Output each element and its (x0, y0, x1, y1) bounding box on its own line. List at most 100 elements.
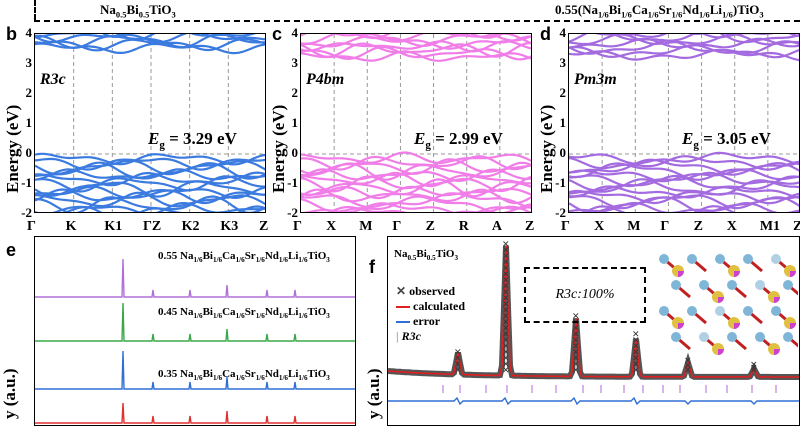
observed-marker: ✕ (454, 353, 462, 363)
band-curve (35, 157, 265, 171)
band-curve (583, 205, 736, 212)
space-group-label: R3c (40, 71, 66, 88)
k-point-label: Z (425, 219, 435, 234)
k-point-label: Γ (561, 219, 570, 234)
observed-marker: ✕ (750, 362, 758, 372)
legend-r3c: | R3c (396, 329, 421, 343)
a-site-atom-part (718, 349, 724, 355)
panel-e-plot (34, 236, 356, 426)
panel-e-ylabel: y (a.u.) (0, 368, 19, 419)
ti-atom (783, 332, 793, 342)
k-point-label: X (326, 219, 337, 234)
k-point-label: K (65, 219, 77, 234)
band-curve (569, 168, 799, 183)
band-curve (301, 192, 531, 209)
observed-marker: ✕ (502, 341, 510, 351)
gap-value: = 3.05 eV (703, 129, 771, 148)
y-tick-label: -1 (555, 175, 566, 190)
header-divider (34, 20, 800, 22)
panel-e-label: e (6, 240, 17, 260)
band-panel-label: b (6, 24, 17, 44)
band-curve (569, 171, 799, 188)
k-point-label: Z (693, 219, 703, 234)
band-curve (301, 188, 531, 205)
y-tick-label: 4 (291, 25, 299, 40)
observed-marker: ✕ (572, 329, 580, 339)
k-point-label: Z (793, 219, 800, 234)
observed-marker: ✕ (502, 305, 510, 315)
band-plot (568, 33, 800, 213)
gap-symbol: E (414, 129, 426, 148)
xrd-composition-label: 0.35 Na1/6Bi1/6Ca1/6Sr1/6Nd1/6Li1/6TiO3 (158, 368, 330, 383)
k-point-label: K3 (220, 219, 239, 234)
legend-calculated: calculated (396, 299, 465, 314)
y-tick-label: 4 (559, 25, 567, 40)
ti-atom (699, 280, 709, 290)
k-point-label: X (594, 219, 605, 234)
observed-marker: ✕ (572, 365, 580, 375)
header-right-formula: 0.55(Na1/6Bi1/6Ca1/6Sr1/6Nd1/6Li1/6)TiO3 (555, 2, 764, 20)
k-point-label: A (491, 219, 502, 234)
calculated-curve (388, 245, 799, 378)
space-group-label: P4bm (306, 71, 345, 88)
observed-marker: ✕ (572, 311, 580, 321)
observed-marker: ✕ (502, 323, 510, 333)
band-lines (35, 34, 265, 212)
observed-marker: ✕ (750, 360, 758, 370)
xrd-pattern (35, 350, 355, 390)
band-curve (301, 171, 531, 188)
k-point-label: Γ (392, 219, 402, 234)
observed-marker: ✕ (502, 245, 510, 255)
observed-marker: ✕ (502, 281, 510, 291)
band-curve (327, 205, 531, 212)
gap-sub: g (693, 139, 699, 152)
gap-symbol: E (682, 129, 694, 148)
gap-value: = 2.99 eV (435, 129, 503, 148)
phase-box: R3c:100% (524, 267, 646, 323)
xrd-composition-label: 0.55 Na1/6Bi1/6Ca1/6Sr1/6Nd1/6Li1/6TiO3 (158, 250, 330, 265)
band-gap-label: Eg = 2.99 eV (414, 129, 503, 151)
observed-marker: ✕ (502, 275, 510, 285)
xrd-composition-label: 0.45 Na1/6Bi1/6Ca1/6Sr1/6Nd1/6Li1/6TiO3 (158, 306, 330, 321)
k-point-label: M1 (759, 219, 781, 234)
y-tick-label: -1 (21, 175, 32, 190)
panel-f-ylabel: y (a.u.) (364, 368, 383, 419)
observed-marker: ✕ (632, 365, 640, 375)
a-site-atom-part (774, 349, 780, 355)
y-tick-label: 1 (25, 115, 33, 130)
ti-atom (771, 254, 781, 264)
band-curve (569, 34, 799, 46)
band-lines (569, 34, 799, 212)
observed-marker: ✕ (684, 356, 692, 366)
band-curve (301, 155, 531, 171)
observed-marker: ✕ (502, 251, 510, 261)
observed-marker: ✕ (572, 323, 580, 333)
k-point-label: Z (525, 219, 535, 234)
ti-atom (743, 306, 753, 316)
observed-marker: ✕ (502, 311, 510, 321)
observed-marker: ✕ (684, 365, 692, 375)
band-curve (35, 191, 265, 208)
ti-atom (715, 306, 725, 316)
a-site-atom-part (718, 297, 724, 303)
k-point-label: K1 (104, 219, 123, 234)
y-tick-label: 3 (291, 55, 299, 70)
y-tick-label: 3 (25, 55, 33, 70)
band-curve (301, 42, 531, 58)
y-tick-label: 0 (291, 145, 299, 160)
y-tick-label: -1 (287, 175, 298, 190)
ti-atom (659, 306, 669, 316)
k-point-label: X (726, 219, 737, 234)
band-gap-label: Eg = 3.05 eV (682, 129, 771, 151)
ti-atom (671, 332, 681, 342)
band-curve (569, 201, 799, 212)
band-curve (355, 34, 505, 39)
band-curve (595, 34, 774, 39)
observed-marker: ✕ (454, 359, 462, 369)
y-tick-label: 1 (559, 115, 567, 130)
observed-marker: ✕ (502, 317, 510, 327)
observed-marker: ✕ (502, 335, 510, 345)
a-site-atom-part (790, 271, 796, 277)
observed-marker: ✕ (502, 353, 510, 363)
y-tick-label: -2 (21, 205, 32, 220)
